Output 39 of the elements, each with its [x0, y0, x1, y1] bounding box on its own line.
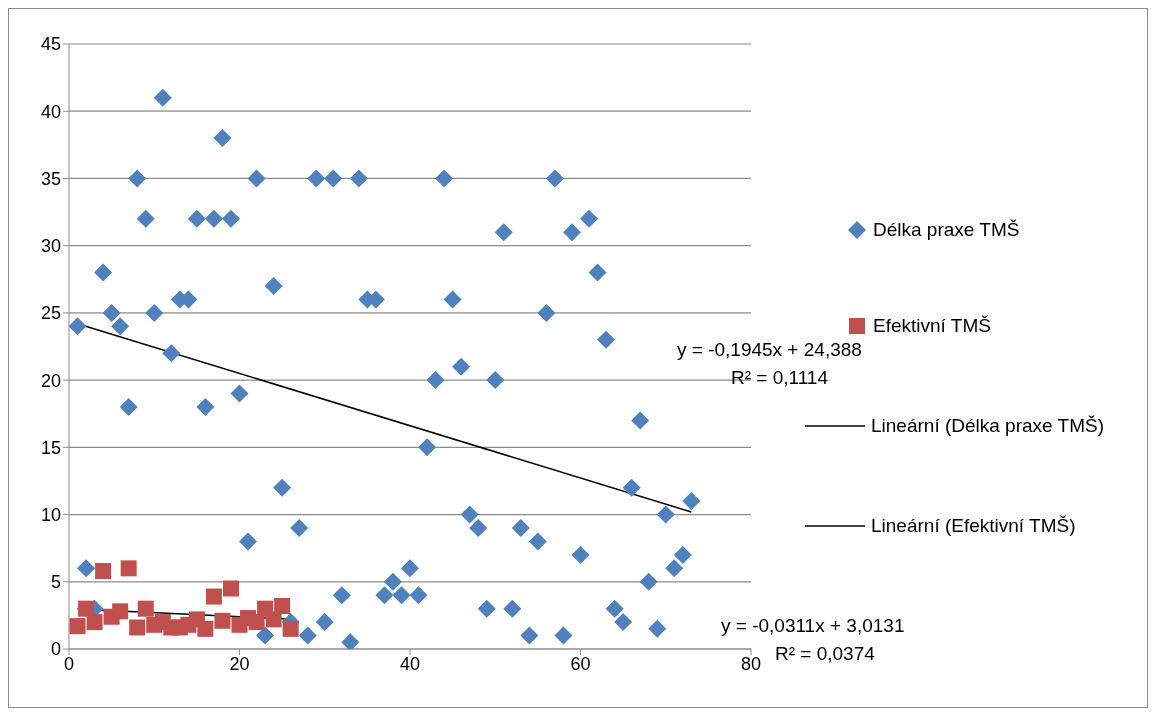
y-tick-label: 20 — [40, 370, 61, 391]
x-tick-label: 20 — [229, 653, 250, 674]
y-tick-label: 25 — [40, 303, 61, 324]
y-tick-label: 45 — [40, 34, 61, 55]
x-tick-label: 0 — [63, 653, 75, 674]
legend-label: Lineární (Efektivní TMŠ) — [871, 515, 1076, 537]
y-tick-label: 15 — [40, 437, 61, 458]
point — [86, 614, 103, 631]
y-tick-label: 35 — [40, 168, 61, 189]
x-tick-label: 60 — [570, 653, 591, 674]
point — [197, 620, 214, 637]
y-tick-label: 40 — [40, 101, 61, 122]
point — [282, 620, 299, 637]
legend-label: Efektivní TMŠ — [873, 315, 991, 337]
annotation: y = -0,1945x + 24,388 — [677, 339, 862, 361]
point — [274, 597, 291, 614]
point — [120, 560, 137, 577]
text: R² = 0,0374 — [775, 643, 875, 665]
legend-label: Délka praxe TMŠ — [873, 219, 1020, 241]
point — [69, 618, 86, 635]
y-tick-label: 10 — [40, 504, 61, 525]
point — [265, 611, 282, 628]
legend-label: Lineární (Délka praxe TMŠ) — [871, 415, 1105, 437]
annotation: y = -0,0311x + 3,0131 — [721, 615, 905, 637]
x-tick-label: 80 — [740, 653, 762, 674]
point — [112, 603, 129, 620]
y-tick-label: 0 — [50, 639, 61, 660]
point — [137, 600, 154, 617]
y-tick-label: 5 — [50, 572, 61, 593]
point — [205, 588, 222, 605]
point — [214, 612, 231, 629]
annotation: R² = 0,1114 — [731, 367, 828, 389]
y-tick-label: 30 — [40, 236, 61, 257]
point — [78, 600, 95, 617]
x-tick-label: 40 — [399, 653, 421, 674]
point — [129, 619, 146, 636]
point — [95, 563, 112, 580]
point — [248, 614, 265, 631]
point — [222, 580, 239, 597]
